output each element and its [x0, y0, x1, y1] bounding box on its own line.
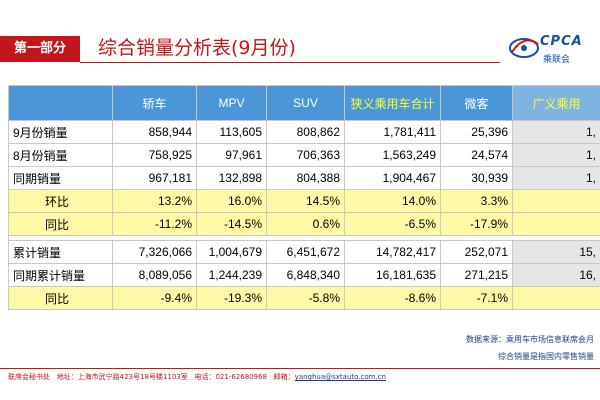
column-header: 广义乘用 [512, 85, 600, 121]
column-header: 狭义乘用车合计 [344, 85, 441, 121]
table-cell: 6,848,340 [266, 263, 345, 287]
source-note: 数据来源：乘用车市场信息联席会月 [466, 335, 594, 344]
column-header [8, 85, 113, 121]
row-label: 环比 [8, 189, 113, 213]
table-cell: 16.0% [196, 189, 267, 213]
logo-text: CPCA [540, 34, 583, 49]
table-row: 同比 -11.2% -14.5% 0.6% -6.5% -17.9% [8, 212, 600, 236]
row-label: 同比 [8, 212, 113, 236]
table-cell: 3.3% [440, 189, 513, 213]
header-divider [80, 62, 500, 63]
table-cell: -9.4% [112, 286, 197, 310]
table-cell: 967,181 [112, 166, 197, 190]
page-title: 综合销量分析表(9月份) [98, 37, 296, 59]
row-label: 同期累计销量 [8, 263, 113, 287]
table-cell: 1, [512, 166, 600, 190]
table-cell: -8.6% [344, 286, 441, 310]
section-tag: 第一部分 [0, 36, 80, 62]
table-cell: 30,939 [440, 166, 513, 190]
cpca-logo-icon [509, 38, 539, 58]
table-cell: 132,898 [196, 166, 267, 190]
table-cell: 13.2% [112, 189, 197, 213]
table-cell: 24,574 [440, 143, 513, 167]
footer-email-link[interactable]: yanghua@sxtauto.com.cn [294, 373, 386, 381]
table-cell: -19.3% [196, 286, 267, 310]
table-cell: 16,181,635 [344, 263, 441, 287]
column-header: MPV [196, 85, 267, 121]
row-label: 8月份销量 [8, 143, 113, 167]
table-cell [512, 212, 600, 236]
table-row: 9月份销量 858,944 113,605 808,862 1,781,411 25,39… [8, 120, 600, 144]
table-row: 同期累计销量 8,089,056 1,244,239 6,848,340 16,181,… [8, 263, 600, 287]
column-header: 微客 [440, 85, 513, 121]
logo-subtext: 乘联会 [543, 55, 571, 65]
table-cell: 8,089,056 [112, 263, 197, 287]
table-cell: 1, [512, 143, 600, 167]
table-cell: 252,071 [440, 240, 513, 264]
table-row: 同期销量 967,181 132,898 804,388 1,904,467 30,939… [8, 166, 600, 190]
footer-address: 地址：上海市武宁路423号18号楼1103室 [56, 373, 188, 381]
table-cell: 858,944 [112, 120, 197, 144]
table-row: 累计销量 7,326,066 1,004,679 6,451,672 14,782,41… [8, 240, 600, 264]
table-row: 环比 13.2% 16.0% 14.5% 14.0% 3.3% [8, 189, 600, 213]
footer-email-label: 邮箱： [273, 373, 295, 381]
table-cell: -6.5% [344, 212, 441, 236]
table-cell: 758,925 [112, 143, 197, 167]
table-cell: 14.0% [344, 189, 441, 213]
column-header: SUV [266, 85, 345, 121]
table-header-row: 轿车 MPV SUV 狭义乘用车合计 微客 广义乘用 [8, 85, 600, 121]
table-cell: 6,451,672 [266, 240, 345, 264]
table-cell: 97,961 [196, 143, 267, 167]
table-cell: 804,388 [266, 166, 345, 190]
footer: 联席会秘书处 地址：上海市武宁路423号18号楼1103室 电话：021-626… [8, 372, 386, 382]
table-cell: 1, [512, 120, 600, 144]
table-row: 同比 -9.4% -19.3% -5.8% -8.6% -7.1% [8, 286, 600, 310]
column-header: 轿车 [112, 85, 197, 121]
table-cell: -7.1% [440, 286, 513, 310]
row-label: 9月份销量 [8, 120, 113, 144]
table-cell: 1,244,239 [196, 263, 267, 287]
table-cell: -11.2% [112, 212, 197, 236]
table-cell: 1,563,249 [344, 143, 441, 167]
table-cell: 808,862 [266, 120, 345, 144]
row-label: 累计销量 [8, 240, 113, 264]
table-cell: 0.6% [266, 212, 345, 236]
table-cell: 706,363 [266, 143, 345, 167]
table-cell: 25,396 [440, 120, 513, 144]
table-cell [512, 286, 600, 310]
table-cell: 16, [512, 263, 600, 287]
table-cell: 7,326,066 [112, 240, 197, 264]
table-cell: 1,781,411 [344, 120, 441, 144]
row-label: 同比 [8, 286, 113, 310]
table-cell: -5.8% [266, 286, 345, 310]
table-cell [512, 189, 600, 213]
table-cell: 1,004,679 [196, 240, 267, 264]
table-cell: 14.5% [266, 189, 345, 213]
table-cell: -17.9% [440, 212, 513, 236]
table-cell: 113,605 [196, 120, 267, 144]
table-cell: 14,782,417 [344, 240, 441, 264]
sales-table: 轿车 MPV SUV 狭义乘用车合计 微客 广义乘用 9月份销量 858,944 1… [8, 85, 600, 310]
footer-divider [0, 368, 600, 369]
row-label: 同期销量 [8, 166, 113, 190]
table-cell: -14.5% [196, 212, 267, 236]
table-cell: 15, [512, 240, 600, 264]
table-cell: 271,215 [440, 263, 513, 287]
footer-org: 联席会秘书处 [8, 373, 50, 381]
table-row: 8月份销量 758,925 97,961 706,363 1,563,249 24,574… [8, 143, 600, 167]
scope-note: 综合销量是指国内零售销量 [498, 352, 594, 361]
footer-phone: 电话：021-62680968 [194, 373, 267, 381]
table-cell: 1,904,467 [344, 166, 441, 190]
